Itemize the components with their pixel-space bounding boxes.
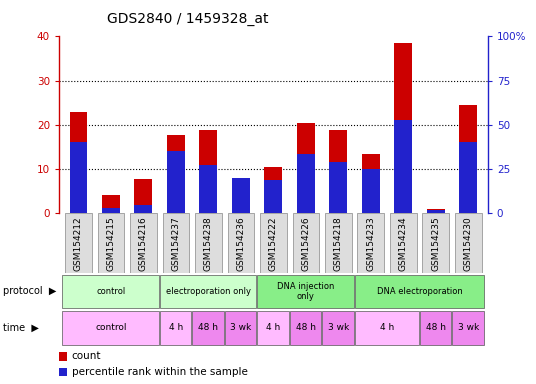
Text: GSM154212: GSM154212 [74, 216, 83, 271]
Text: GSM154234: GSM154234 [399, 216, 408, 271]
Text: 48 h: 48 h [198, 323, 218, 333]
FancyBboxPatch shape [192, 311, 224, 344]
Bar [297, 154, 315, 213]
Text: GSM154216: GSM154216 [139, 216, 148, 271]
Bar [70, 112, 87, 213]
FancyBboxPatch shape [130, 213, 157, 273]
Bar [135, 179, 152, 213]
FancyBboxPatch shape [257, 311, 289, 344]
Bar [394, 43, 412, 213]
Text: 48 h: 48 h [296, 323, 316, 333]
Text: GSM154226: GSM154226 [301, 216, 310, 271]
FancyBboxPatch shape [293, 213, 319, 273]
Text: 4 h: 4 h [169, 323, 183, 333]
Bar [394, 121, 412, 213]
Text: GSM154215: GSM154215 [107, 216, 115, 271]
Text: GSM154238: GSM154238 [204, 216, 213, 271]
Bar [330, 162, 347, 213]
FancyBboxPatch shape [355, 311, 419, 344]
FancyBboxPatch shape [62, 275, 159, 308]
Text: 4 h: 4 h [380, 323, 394, 333]
FancyBboxPatch shape [289, 311, 322, 344]
FancyBboxPatch shape [62, 311, 159, 344]
Bar [459, 105, 477, 213]
Bar [199, 130, 217, 213]
FancyBboxPatch shape [160, 311, 191, 344]
Bar [330, 130, 347, 213]
Bar [167, 134, 185, 213]
Bar [59, 367, 66, 376]
Text: 3 wk: 3 wk [230, 323, 251, 333]
Text: control: control [95, 323, 126, 333]
Bar [362, 169, 379, 213]
Text: DNA injection
only: DNA injection only [277, 282, 334, 301]
Bar [102, 195, 120, 213]
Bar [167, 151, 185, 213]
FancyBboxPatch shape [322, 311, 354, 344]
FancyBboxPatch shape [98, 213, 124, 273]
Text: control: control [96, 287, 125, 296]
Text: count: count [72, 351, 101, 361]
Text: GSM154218: GSM154218 [334, 216, 343, 271]
FancyBboxPatch shape [65, 213, 92, 273]
Text: 3 wk: 3 wk [327, 323, 349, 333]
Text: GDS2840 / 1459328_at: GDS2840 / 1459328_at [107, 12, 269, 25]
FancyBboxPatch shape [260, 213, 287, 273]
Text: time  ▶: time ▶ [3, 323, 39, 333]
Bar [427, 209, 445, 213]
FancyBboxPatch shape [257, 275, 354, 308]
Text: GSM154237: GSM154237 [172, 216, 181, 271]
Bar [264, 180, 282, 213]
FancyBboxPatch shape [422, 213, 449, 273]
Bar [232, 199, 250, 213]
Text: DNA electroporation: DNA electroporation [377, 287, 463, 296]
FancyBboxPatch shape [225, 311, 256, 344]
Text: 4 h: 4 h [266, 323, 280, 333]
Text: GSM154233: GSM154233 [366, 216, 375, 271]
Text: 3 wk: 3 wk [458, 323, 479, 333]
FancyBboxPatch shape [420, 311, 451, 344]
Text: electroporation only: electroporation only [166, 287, 251, 296]
Text: GSM154230: GSM154230 [464, 216, 473, 271]
Bar [427, 210, 445, 213]
Text: 48 h: 48 h [426, 323, 446, 333]
Text: GSM154235: GSM154235 [431, 216, 440, 271]
Bar [102, 208, 120, 213]
Text: GSM154236: GSM154236 [236, 216, 245, 271]
Bar [59, 352, 66, 361]
Bar [232, 178, 250, 213]
FancyBboxPatch shape [325, 213, 352, 273]
Text: protocol  ▶: protocol ▶ [3, 286, 56, 296]
FancyBboxPatch shape [162, 213, 189, 273]
Bar [135, 205, 152, 213]
Bar [297, 122, 315, 213]
FancyBboxPatch shape [452, 311, 484, 344]
Bar [459, 142, 477, 213]
FancyBboxPatch shape [390, 213, 416, 273]
FancyBboxPatch shape [358, 213, 384, 273]
Bar [70, 142, 87, 213]
Text: percentile rank within the sample: percentile rank within the sample [72, 367, 248, 377]
FancyBboxPatch shape [195, 213, 222, 273]
FancyBboxPatch shape [228, 213, 254, 273]
Bar [199, 165, 217, 213]
Text: GSM154222: GSM154222 [269, 216, 278, 271]
Bar [362, 154, 379, 213]
FancyBboxPatch shape [455, 213, 481, 273]
FancyBboxPatch shape [160, 275, 256, 308]
FancyBboxPatch shape [355, 275, 484, 308]
Bar [264, 167, 282, 213]
